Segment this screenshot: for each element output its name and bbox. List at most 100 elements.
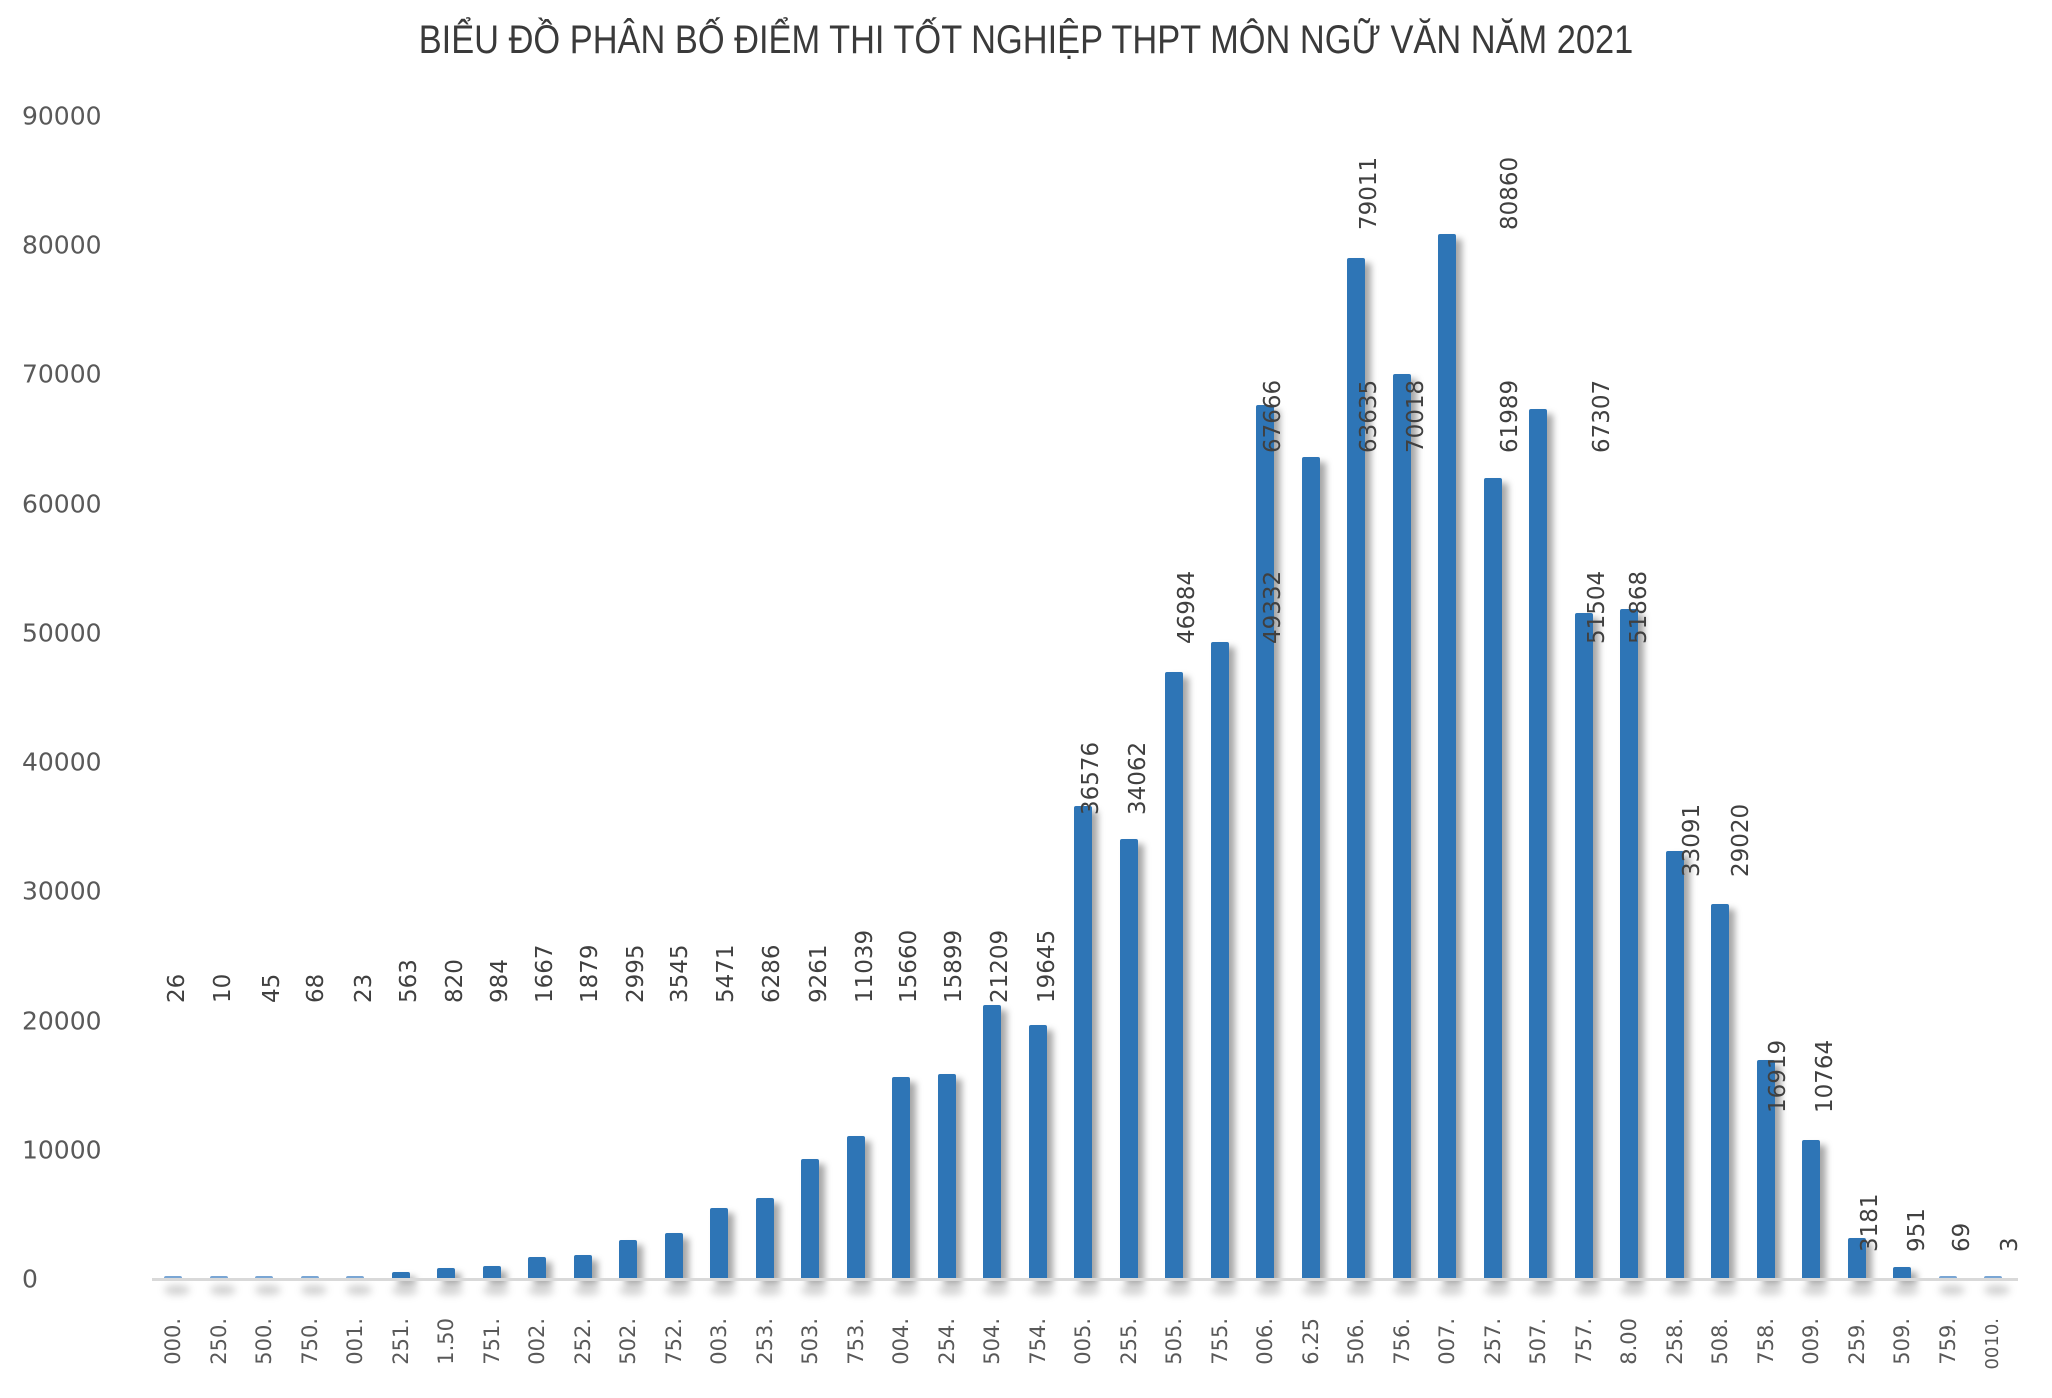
bar-shadow [892, 1285, 918, 1295]
x-tick-label: 009. [1799, 1318, 1823, 1365]
data-label: 34062 [1125, 741, 1151, 815]
x-tick-label: 002. [525, 1318, 549, 1365]
bar-shadow [1301, 1285, 1328, 1295]
bar-shadow [937, 1285, 964, 1295]
bar [1438, 234, 1456, 1279]
bar [1847, 1237, 1866, 1279]
data-label: 820 [442, 959, 468, 1003]
x-tick-label: 506. [1344, 1318, 1368, 1365]
bar-shadow [1483, 1285, 1510, 1295]
bar [1028, 1025, 1047, 1279]
bar [1074, 806, 1092, 1279]
bar [1165, 671, 1183, 1279]
data-label: 26 [164, 973, 190, 1003]
x-axis-line [152, 1278, 2018, 1281]
bar-shadow [846, 1285, 873, 1295]
x-tick-label: 750. [297, 1318, 322, 1365]
bar-shadow [1574, 1285, 1601, 1295]
x-tick-label: 259. [1844, 1318, 1869, 1365]
data-label: 33091 [1679, 803, 1705, 877]
x-tick-label: 006. [1253, 1318, 1277, 1365]
bar-shadow [1756, 1285, 1783, 1295]
bar-shadow [1347, 1285, 1373, 1295]
y-tick-label: 50000 [22, 618, 102, 648]
bar [1711, 903, 1729, 1279]
y-tick-label: 80000 [22, 230, 102, 260]
bar [209, 1276, 228, 1279]
x-tick-label: 0010. [1982, 1318, 2003, 1370]
x-tick-label: 759. [1935, 1318, 1960, 1365]
bar-shadow [255, 1285, 281, 1295]
bar-shadow [801, 1285, 827, 1295]
data-label: 45 [259, 973, 285, 1003]
y-tick-label: 10000 [22, 1135, 102, 1165]
y-tick-label: 40000 [22, 747, 102, 777]
x-tick-label: 8.00 [1617, 1318, 1641, 1365]
x-tick-label: 758. [1753, 1318, 1778, 1365]
x-tick-label: 751. [479, 1318, 504, 1365]
x-tick-label: 257. [1480, 1318, 1505, 1365]
bar-shadow [1847, 1285, 1874, 1295]
bar [1210, 641, 1229, 1279]
x-tick-label: 253. [752, 1318, 777, 1365]
bar [1574, 613, 1593, 1279]
bar [1665, 851, 1684, 1279]
x-tick-label: 754. [1025, 1318, 1050, 1365]
x-tick-label: 004. [889, 1318, 913, 1365]
bar [1301, 456, 1320, 1279]
data-label: 67666 [1260, 379, 1286, 453]
data-label: 6286 [759, 944, 785, 1003]
x-tick-label: 252. [570, 1318, 595, 1365]
bar-shadow [1620, 1285, 1646, 1295]
x-tick-label: 502. [616, 1318, 640, 1365]
bar-shadow [1802, 1285, 1828, 1295]
data-label: 49332 [1260, 570, 1286, 644]
y-tick-label: 90000 [22, 101, 102, 131]
bar-shadow [1165, 1285, 1191, 1295]
data-label: 61989 [1497, 379, 1523, 453]
data-label: 70018 [1403, 379, 1429, 453]
chart-title: BIỂU ĐỒ PHÂN BỐ ĐIỂM THI TỐT NGHIỆP THPT… [418, 18, 1634, 62]
bar-shadow [528, 1285, 554, 1295]
data-label: 9261 [806, 944, 832, 1003]
y-tick-label: 20000 [22, 1006, 102, 1036]
x-tick-label: 508. [1708, 1318, 1732, 1365]
x-tick-label: 755. [1207, 1318, 1232, 1365]
x-tick-label: 250. [206, 1318, 231, 1365]
x-tick-label: 503. [798, 1318, 822, 1365]
data-label: 951 [1904, 1208, 1930, 1252]
bar [255, 1276, 273, 1279]
data-label: 79011 [1356, 156, 1382, 230]
bar [1483, 477, 1502, 1279]
bar [1802, 1139, 1820, 1279]
bar-shadow [482, 1285, 509, 1295]
bar-shadow [1210, 1285, 1237, 1295]
x-tick-label: 001. [343, 1318, 367, 1365]
bar-shadow [1028, 1285, 1055, 1295]
data-label: 36576 [1078, 741, 1104, 815]
bar-shadow [1256, 1285, 1282, 1295]
bar-shadow [1893, 1285, 1919, 1295]
x-tick-label: 254. [934, 1318, 959, 1365]
data-label: 63635 [1356, 379, 1382, 453]
x-tick-label: 752. [661, 1318, 686, 1365]
data-label: 10 [210, 973, 236, 1003]
bar [528, 1257, 546, 1279]
bar-shadow [619, 1285, 645, 1295]
bar [1347, 258, 1365, 1279]
y-tick-label: 0 [22, 1264, 38, 1294]
x-tick-label: 756. [1389, 1318, 1414, 1365]
data-label: 984 [487, 959, 513, 1003]
data-label: 3545 [667, 944, 693, 1003]
bar-shadow [391, 1285, 418, 1295]
data-label: 5471 [713, 944, 739, 1003]
data-label: 51868 [1626, 570, 1652, 644]
data-label: 10764 [1812, 1039, 1838, 1113]
bar [846, 1136, 865, 1279]
x-tick-label: 251. [388, 1318, 413, 1365]
bar-shadow [1711, 1285, 1737, 1295]
x-tick-label: 753. [843, 1318, 868, 1365]
data-label: 563 [396, 959, 422, 1003]
x-tick-label: 757. [1571, 1318, 1596, 1365]
data-label: 51504 [1584, 570, 1610, 644]
